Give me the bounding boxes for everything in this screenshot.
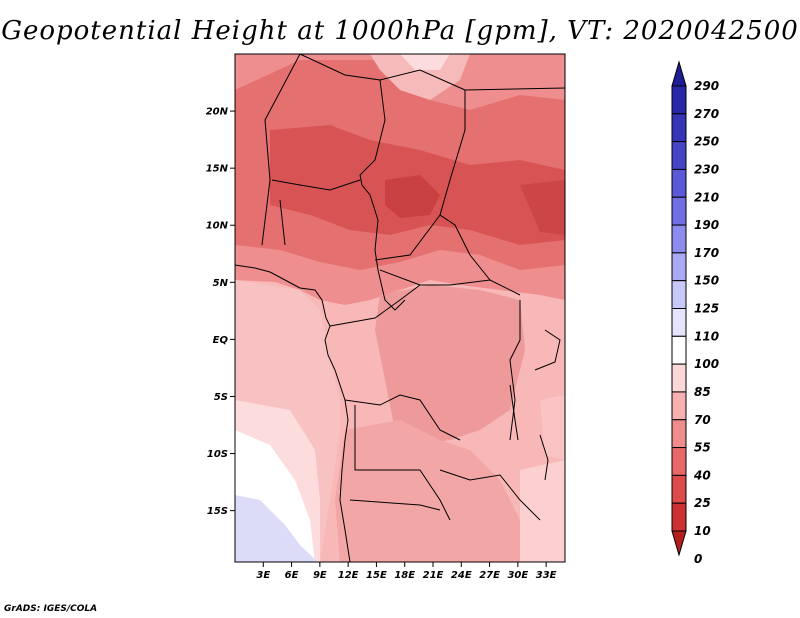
field-north-lighter: [400, 54, 450, 70]
map-field: [235, 54, 565, 562]
colorbar-swatch: [671, 419, 687, 449]
border-niger-chad: [299, 54, 406, 311]
field-east-coast: [540, 395, 565, 460]
lon-tick-label: 33E: [536, 570, 557, 581]
colorbar-label: 230: [694, 162, 719, 176]
field-atlantic-blue: [235, 495, 318, 562]
longitude-axis: 3E 6E 9E 12E 15E 18E 21E 24E 27E 30E 33E: [256, 562, 557, 581]
colorbar-swatch: [671, 391, 687, 421]
border-car-south: [379, 269, 521, 296]
colorbar-label: 10: [694, 524, 711, 538]
border-congo-north: [329, 284, 421, 327]
map-title: Geopotential Height at 1000hPa [gpm], VT…: [1, 16, 799, 46]
border-drc-angola: [344, 394, 461, 441]
lat-tick-label: 20N: [206, 107, 229, 118]
colorbar-swatch: [671, 308, 687, 337]
latitude-axis: 20N 15N 10N 5N EQ 5S 10S 15S: [206, 107, 235, 517]
colorbar-swatch: [671, 335, 687, 365]
colorbar-label: 110: [694, 329, 719, 343]
field-sudan-min: [520, 180, 565, 235]
colorbar-swatch: [671, 168, 687, 198]
lon-tick-label: 3E: [256, 570, 270, 581]
lake-victoria: [534, 329, 561, 371]
colorbar-swatch: [671, 502, 687, 532]
border-benin: [279, 199, 286, 246]
colorbar-label: 70: [694, 413, 711, 427]
border-chad-sudan: [379, 69, 491, 281]
lon-tick-label: 30E: [507, 570, 528, 581]
colorbar-label: 210: [694, 190, 719, 204]
colorbar-swatch: [671, 474, 687, 504]
border-namibia: [349, 499, 441, 511]
lon-tick-label: 24E: [451, 570, 472, 581]
colorbar-label: 85: [694, 385, 711, 399]
coastline-west: [235, 264, 351, 562]
colorbar-swatch: [671, 224, 687, 254]
lon-tick-label: 21E: [423, 570, 444, 581]
colorbar-swatch: [671, 363, 687, 393]
colorbar-label: 170: [694, 246, 719, 260]
lat-tick-label: 15S: [207, 506, 228, 517]
field-south-medium: [335, 420, 520, 562]
colorbar-label: 100: [694, 357, 719, 371]
lat-tick-label: 5S: [214, 392, 228, 403]
lat-tick-label: 5N: [213, 278, 229, 289]
colorbar-label: 25: [694, 496, 711, 510]
lake-tanganyika: [509, 384, 519, 441]
field-southeast: [520, 460, 565, 562]
lon-tick-label: 12E: [338, 570, 359, 581]
colorbar-bottom-arrow: [671, 530, 687, 557]
colorbar-swatch: [671, 252, 687, 282]
lon-tick-label: 9E: [313, 570, 327, 581]
colorbar-label: 270: [694, 107, 719, 121]
colorbar-label: 290: [694, 79, 719, 93]
lon-tick-label: 6E: [285, 570, 299, 581]
lon-tick-label: 15E: [366, 570, 387, 581]
lon-tick-label: 27E: [479, 570, 500, 581]
grads-credit: GrADS: IGES/COLA: [4, 604, 98, 614]
lon-tick-label: 18E: [394, 570, 415, 581]
colorbar-label: 40: [693, 468, 711, 482]
border-angola: [354, 405, 451, 521]
map-borders: [235, 54, 565, 562]
colorbar-label: 190: [694, 218, 719, 232]
map-frame: [234, 53, 566, 563]
colorbar-label: 250: [694, 135, 719, 149]
colorbar-label: 55: [694, 441, 711, 455]
lat-tick-label: 15N: [206, 164, 229, 175]
border-mali: [261, 54, 301, 246]
colorbar-swatch: [671, 280, 687, 309]
border-zambia: [439, 469, 541, 521]
colorbar-label: 0: [694, 552, 702, 566]
colorbar-swatch: [671, 141, 687, 170]
colorbar-swatch: [671, 196, 687, 226]
field-basin: [375, 285, 525, 445]
colorbar-swatch: [671, 85, 687, 115]
field-chad-min: [385, 175, 440, 218]
lat-tick-label: 10N: [206, 221, 229, 232]
lat-tick-label: 10S: [207, 449, 228, 460]
border-nigeria-niger: [271, 179, 361, 191]
lat-tick-label: EQ: [213, 335, 229, 346]
colorbar-label: 150: [694, 274, 719, 288]
colorbar-top-arrow: [671, 60, 687, 87]
colorbar-label: 125: [694, 302, 719, 316]
border-egypt: [464, 87, 565, 91]
field-north-light: [370, 54, 470, 100]
colorbar-swatch: [671, 113, 687, 143]
lake-malawi: [539, 434, 549, 481]
border-east-lakes: [509, 300, 521, 441]
border-car-north: [374, 214, 441, 261]
colorbar-swatch: [671, 447, 687, 476]
colorbar: 2902702502302101901701501251101008570554…: [671, 60, 719, 566]
